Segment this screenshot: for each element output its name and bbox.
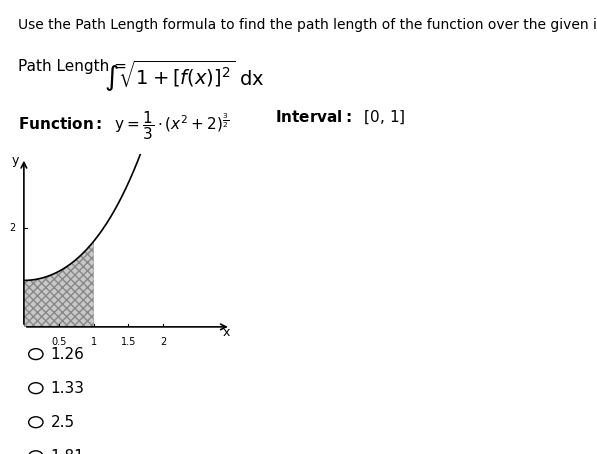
Text: $\int\sqrt{1+[f(x)]^{2}}\ \mathrm{dx}$: $\int\sqrt{1+[f(x)]^{2}}\ \mathrm{dx}$ xyxy=(104,59,265,94)
Text: y: y xyxy=(12,154,19,167)
Text: 1.26: 1.26 xyxy=(51,346,85,362)
Text: $\bf{Interval:}$  [0, 1]: $\bf{Interval:}$ [0, 1] xyxy=(275,109,405,126)
Text: $\bf{Function:}$  $\mathrm{y} = \dfrac{1}{3}\cdot(x^2+2)^{\frac{3}{2}}$: $\bf{Function:}$ $\mathrm{y} = \dfrac{1}… xyxy=(18,109,229,142)
Text: 1.5: 1.5 xyxy=(121,337,136,347)
Text: Path Length =: Path Length = xyxy=(18,59,132,74)
Text: 1.33: 1.33 xyxy=(51,380,85,396)
Text: x: x xyxy=(222,326,230,339)
Text: 1.81: 1.81 xyxy=(51,449,85,454)
Text: 1: 1 xyxy=(91,337,97,347)
Text: 2: 2 xyxy=(160,337,167,347)
Text: Use the Path Length formula to find the path length of the function over the giv: Use the Path Length formula to find the … xyxy=(18,18,597,32)
Text: 2.5: 2.5 xyxy=(51,415,75,430)
Text: 2: 2 xyxy=(10,223,16,233)
Text: 0.5: 0.5 xyxy=(51,337,66,347)
